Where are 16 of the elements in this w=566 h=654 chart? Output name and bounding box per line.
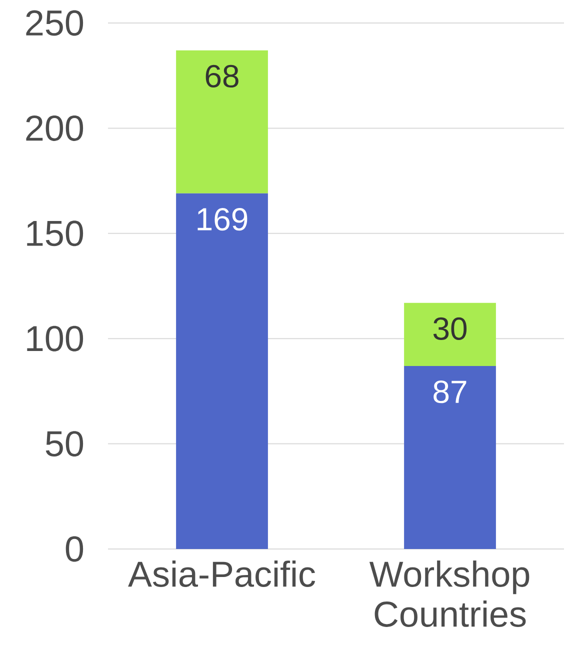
y-tick-label: 50 — [46, 431, 84, 457]
x-tick-label: Asia-Pacific — [128, 560, 316, 587]
data-label: 87 — [434, 380, 466, 404]
bar — [404, 366, 496, 549]
data-label: 68 — [206, 64, 238, 88]
y-tick-label: 250 — [26, 10, 84, 36]
x-tick-label: Workshop Countries — [370, 560, 530, 627]
bar — [176, 50, 268, 194]
data-label: 30 — [434, 317, 467, 340]
y-tick-label: 0 — [66, 536, 84, 562]
bar — [404, 302, 496, 366]
y-tick-label: 100 — [27, 326, 84, 352]
y-tick-label: 150 — [27, 220, 84, 246]
y-tick-label: 200 — [26, 115, 84, 141]
bar — [176, 193, 268, 549]
data-label: 169 — [198, 208, 248, 231]
